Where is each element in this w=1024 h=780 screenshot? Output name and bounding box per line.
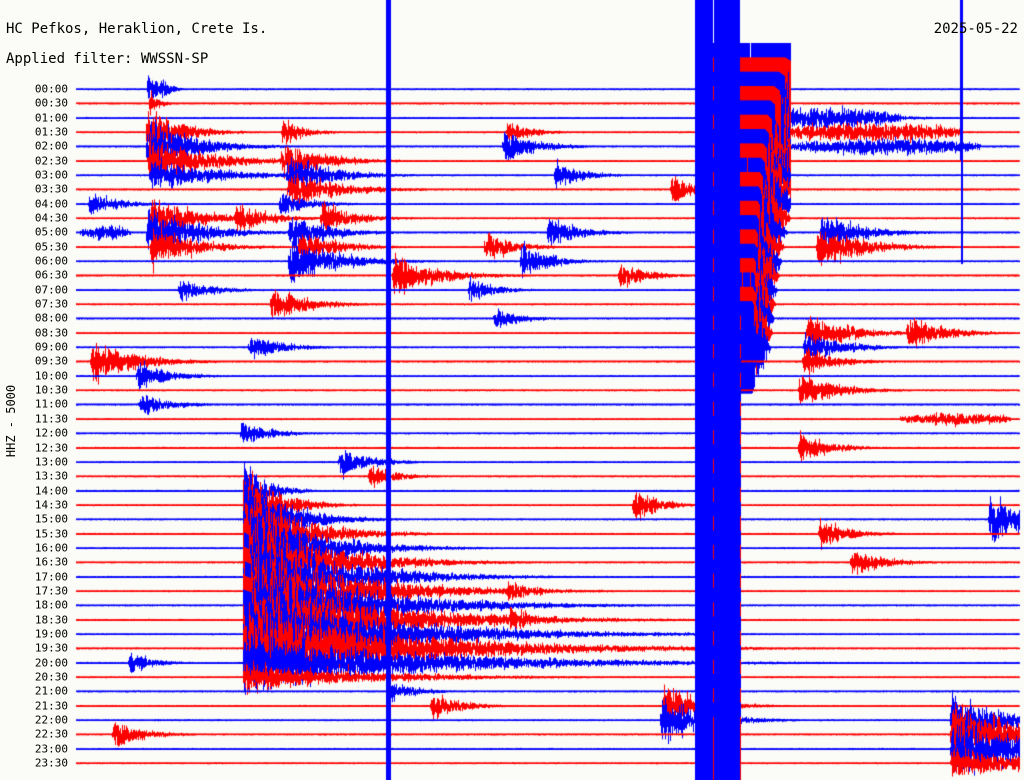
time-tick-label: 08:30 [34,326,68,340]
time-tick-label: 05:30 [34,240,68,254]
record-date: 2025-05-22 [933,21,1018,37]
time-tick-label: 09:30 [34,354,68,368]
time-tick-label: 20:30 [34,670,68,684]
time-tick-label: 16:00 [34,541,68,555]
time-axis: 00:00 00:30 01:00 01:30 02:00 02:30 03:00 03:30… [0,0,74,780]
time-tick-label: 14:00 [34,484,68,498]
time-tick-label: 15:00 [34,512,68,526]
time-tick-label: 02:00 [34,139,68,153]
time-tick-label: 05:00 [34,225,68,239]
time-tick-label: 06:00 [34,254,68,268]
time-tick-label: 02:30 [34,154,68,168]
time-tick-label: 03:30 [34,182,68,196]
time-tick-label: 06:30 [34,268,68,282]
time-tick-label: 15:30 [34,527,68,541]
time-tick-label: 00:00 [34,82,68,96]
time-tick-label: 13:30 [34,469,68,483]
time-tick-label: 11:30 [34,412,68,426]
time-tick-label: 18:30 [34,613,68,627]
time-tick-label: 12:00 [34,426,68,440]
time-tick-label: 10:00 [34,369,68,383]
time-tick-label: 17:00 [34,570,68,584]
time-tick-label: 10:30 [34,383,68,397]
time-tick-label: 19:30 [34,641,68,655]
time-tick-label: 00:30 [34,96,68,110]
time-tick-label: 22:00 [34,713,68,727]
time-tick-label: 08:00 [34,311,68,325]
time-tick-label: 07:30 [34,297,68,311]
time-tick-label: 11:00 [34,397,68,411]
time-tick-label: 09:00 [34,340,68,354]
time-tick-label: 19:00 [34,627,68,641]
time-tick-label: 13:00 [34,455,68,469]
station-title: HC Pefkos, Heraklion, Crete Is. [6,21,268,37]
time-tick-label: 12:30 [34,441,68,454]
time-tick-label: 23:00 [34,742,68,756]
time-tick-label: 04:00 [34,197,68,211]
time-tick-label: 01:30 [34,125,68,139]
time-tick-label: 14:30 [34,498,68,512]
time-tick-label: 03:00 [34,168,68,182]
time-tick-label: 18:00 [34,598,68,612]
time-tick-label: 04:30 [34,211,68,225]
applied-filter-label: Applied filter: WWSSN-SP [6,51,209,67]
time-tick-label: 17:30 [34,584,68,598]
time-tick-label: 21:00 [34,684,68,698]
time-tick-label: 07:00 [34,283,68,297]
time-tick-label: 23:30 [34,756,68,770]
time-tick-label: 01:00 [34,111,68,125]
time-tick-label: 20:00 [34,656,68,670]
time-tick-label: 22:30 [34,727,68,741]
time-tick-label: 16:30 [34,555,68,569]
time-tick-label: 21:30 [34,699,68,713]
